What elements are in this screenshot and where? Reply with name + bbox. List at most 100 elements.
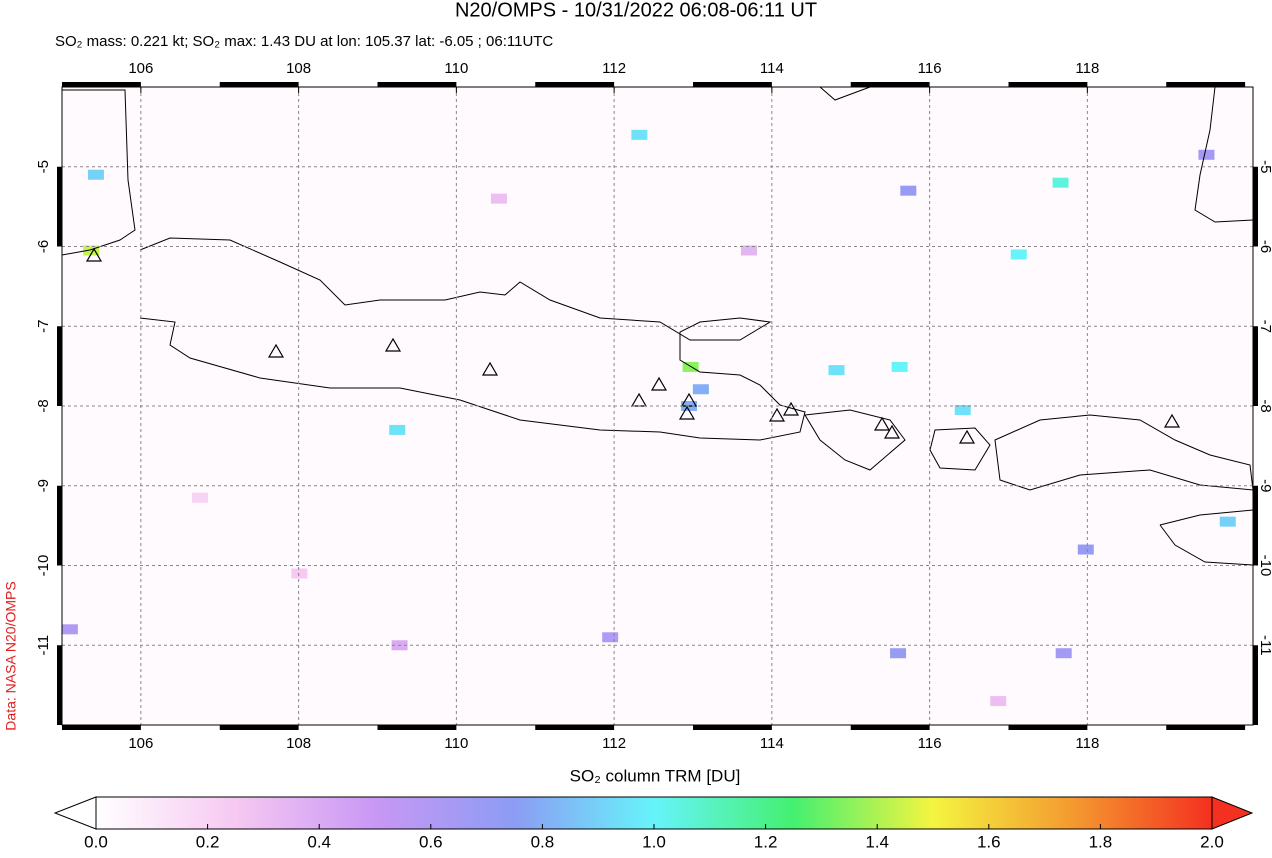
frame-band [219, 82, 299, 87]
x-tick-label-bottom: 108 [286, 735, 311, 752]
y-tick-label-left: -6 [35, 240, 52, 253]
frame-band [1253, 645, 1258, 725]
x-tick-label-top: 116 [918, 60, 942, 77]
frame-band [57, 485, 62, 566]
so2-pixel [740, 245, 757, 256]
frame-band [1166, 725, 1246, 730]
coast-java [139, 237, 806, 441]
x-tick-label-bottom: 114 [760, 735, 784, 752]
frame-band [62, 82, 141, 87]
so2-pixel [490, 193, 507, 204]
so2-pixel [631, 129, 648, 140]
y-tick-label-left: -7 [35, 320, 52, 333]
so2-pixel [389, 424, 406, 435]
title: N20/OMPS - 10/31/2022 06:08-06:11 UT [455, 0, 817, 21]
coastlines [61, 86, 1254, 566]
frame-band [1008, 725, 1088, 730]
so2-pixel [891, 361, 908, 372]
x-tick-label-bottom: 118 [1075, 735, 1099, 752]
x-tick-label-bottom: 110 [444, 735, 468, 752]
frame-band [1253, 166, 1258, 247]
y-tick-label-left: -8 [35, 399, 52, 412]
x-tick-label-bottom: 112 [602, 735, 626, 752]
coast-borneo [1194, 86, 1254, 223]
colorbar-tick-label: 1.2 [754, 832, 778, 851]
so2-pixel [1055, 648, 1072, 659]
frame-band [57, 326, 62, 406]
coast-sumatra [61, 89, 136, 256]
so2-pixel [954, 404, 971, 415]
frame-band [535, 725, 615, 730]
y-tick-label-left: -9 [35, 479, 52, 492]
colorbar-label: SO₂ column TRM [DU] [570, 766, 741, 785]
colorbar-tick-label: 2.0 [1200, 832, 1224, 851]
y-tick-label-right: -10 [1257, 555, 1272, 577]
frame-band [57, 166, 62, 247]
so2-pixel [291, 568, 308, 579]
colorbar-tick-label: 1.4 [865, 832, 889, 851]
so2-pixel [890, 648, 907, 659]
colorbar-tick-label: 1.0 [642, 832, 666, 851]
x-tick-label-top: 112 [602, 60, 626, 77]
x-tick-label-bottom: 106 [128, 735, 153, 752]
colorbar-tick-label: 0.8 [531, 832, 555, 851]
frame-band [377, 725, 457, 730]
y-tick-label-left: -10 [35, 555, 52, 577]
so2-pixel [1219, 516, 1236, 527]
colorbar-bar [95, 796, 1213, 830]
y-tick-label-right: -7 [1257, 320, 1272, 333]
so2-pixel [900, 185, 917, 196]
colorbar-tick-label: 1.8 [1089, 832, 1113, 851]
colorbar-tick-label: 0.4 [307, 832, 331, 851]
frame-band [62, 725, 141, 730]
colorbar-tick-label: 0.2 [196, 832, 220, 851]
colorbar: 0.0 0.2 0.4 0.6 0.8 1.0 1.2 1.4 1.6 1.8 2.0 [53, 796, 1254, 851]
frame-band [57, 645, 62, 725]
credit: Data: NASA N20/OMPS [3, 581, 19, 730]
frame-band [692, 82, 772, 87]
colorbar-over [1211, 796, 1254, 830]
frame-band [850, 725, 930, 730]
x-tick-label-bottom: 116 [918, 735, 942, 752]
y-tick-label-right: -11 [1257, 635, 1272, 656]
frame-band [850, 82, 930, 87]
x-tick-label-top: 114 [760, 60, 784, 77]
y-tick-label-left: -5 [35, 160, 52, 173]
y-tick-label-right: -5 [1257, 160, 1272, 173]
so2-pixel [1077, 544, 1094, 555]
frame-band [219, 725, 299, 730]
frame-band [1253, 326, 1258, 406]
colorbar-under [53, 796, 97, 830]
x-tick-label-top: 110 [444, 60, 468, 77]
frame-band [535, 82, 615, 87]
so2-pixel [602, 632, 619, 643]
colorbar-tick-label: 0.0 [84, 832, 108, 851]
frame-band [1008, 82, 1088, 87]
coast-bali [804, 409, 906, 471]
coast-sumbawa [994, 414, 1254, 491]
y-tick-label-right: -9 [1257, 479, 1272, 492]
so2-pixel [1052, 177, 1069, 188]
frame-band [1253, 485, 1258, 566]
so2-pixel [87, 169, 104, 180]
so2-pixel [83, 245, 100, 256]
frame-band [1166, 82, 1246, 87]
x-tick-label-top: 118 [1075, 60, 1099, 77]
so2-pixel [1198, 149, 1215, 160]
frame-band [377, 82, 457, 87]
x-tick-label-top: 106 [128, 60, 153, 77]
coast-north [819, 86, 871, 101]
map-frame [61, 86, 1254, 726]
so2-pixel [990, 696, 1007, 707]
colorbar-tick-label: 1.6 [977, 832, 1001, 851]
so2-pixel [1010, 249, 1027, 260]
frame-band [692, 725, 772, 730]
so2-pixel [692, 384, 709, 395]
y-tick-label-right: -6 [1257, 240, 1272, 253]
axes: 106 106 108 108 110 110 112 112 114 114 116 116 118 1… [35, 60, 1272, 752]
so2-pixel [61, 624, 78, 635]
y-tick-label-right: -8 [1257, 399, 1272, 412]
coast-sumba [1159, 509, 1254, 566]
